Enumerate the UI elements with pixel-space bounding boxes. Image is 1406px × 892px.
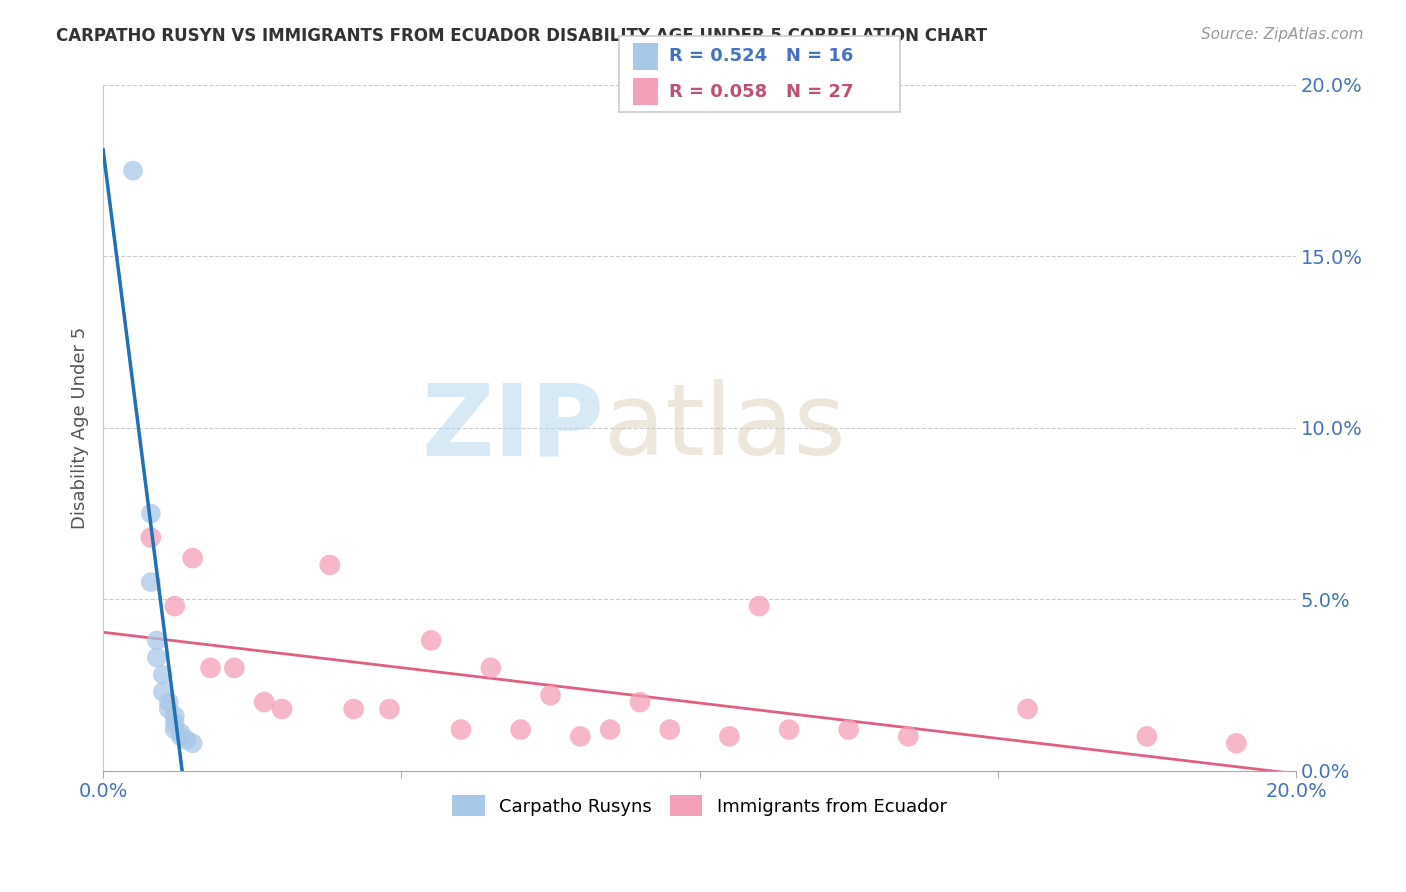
Point bbox=[224, 661, 246, 675]
Point bbox=[122, 163, 145, 178]
Point bbox=[157, 695, 180, 709]
Point bbox=[139, 531, 162, 545]
Point bbox=[479, 661, 502, 675]
Text: Source: ZipAtlas.com: Source: ZipAtlas.com bbox=[1201, 27, 1364, 42]
Point bbox=[163, 599, 186, 613]
Point bbox=[897, 730, 920, 744]
Point bbox=[343, 702, 366, 716]
Point bbox=[319, 558, 342, 572]
Legend: Carpatho Rusyns, Immigrants from Ecuador: Carpatho Rusyns, Immigrants from Ecuador bbox=[446, 789, 955, 823]
Point bbox=[1136, 730, 1159, 744]
Point bbox=[163, 715, 186, 730]
Text: ZIP: ZIP bbox=[422, 379, 605, 476]
Point bbox=[169, 726, 191, 740]
Point bbox=[200, 661, 222, 675]
Point bbox=[169, 730, 191, 744]
Text: atlas: atlas bbox=[605, 379, 846, 476]
Point bbox=[176, 732, 198, 747]
Point bbox=[838, 723, 860, 737]
Text: R = 0.524   N = 16: R = 0.524 N = 16 bbox=[669, 47, 853, 65]
Point bbox=[139, 507, 162, 521]
Point bbox=[778, 723, 800, 737]
Point bbox=[163, 723, 186, 737]
Point bbox=[181, 551, 204, 566]
Point bbox=[163, 709, 186, 723]
Point bbox=[450, 723, 472, 737]
Point bbox=[152, 685, 174, 699]
Point bbox=[599, 723, 621, 737]
Point bbox=[420, 633, 443, 648]
Point bbox=[1017, 702, 1039, 716]
Point bbox=[628, 695, 651, 709]
Text: R = 0.058   N = 27: R = 0.058 N = 27 bbox=[669, 83, 853, 101]
Text: CARPATHO RUSYN VS IMMIGRANTS FROM ECUADOR DISABILITY AGE UNDER 5 CORRELATION CHA: CARPATHO RUSYN VS IMMIGRANTS FROM ECUADO… bbox=[56, 27, 987, 45]
Point bbox=[748, 599, 770, 613]
Point bbox=[718, 730, 741, 744]
Point bbox=[139, 575, 162, 590]
Y-axis label: Disability Age Under 5: Disability Age Under 5 bbox=[72, 326, 89, 529]
Point bbox=[181, 736, 204, 750]
Point bbox=[540, 688, 562, 702]
Point bbox=[146, 650, 169, 665]
Point bbox=[378, 702, 401, 716]
Point bbox=[1225, 736, 1247, 750]
Point bbox=[152, 667, 174, 681]
Point bbox=[509, 723, 531, 737]
Point bbox=[157, 702, 180, 716]
Point bbox=[146, 633, 169, 648]
Point bbox=[271, 702, 294, 716]
Point bbox=[658, 723, 681, 737]
Point bbox=[253, 695, 276, 709]
Point bbox=[569, 730, 592, 744]
